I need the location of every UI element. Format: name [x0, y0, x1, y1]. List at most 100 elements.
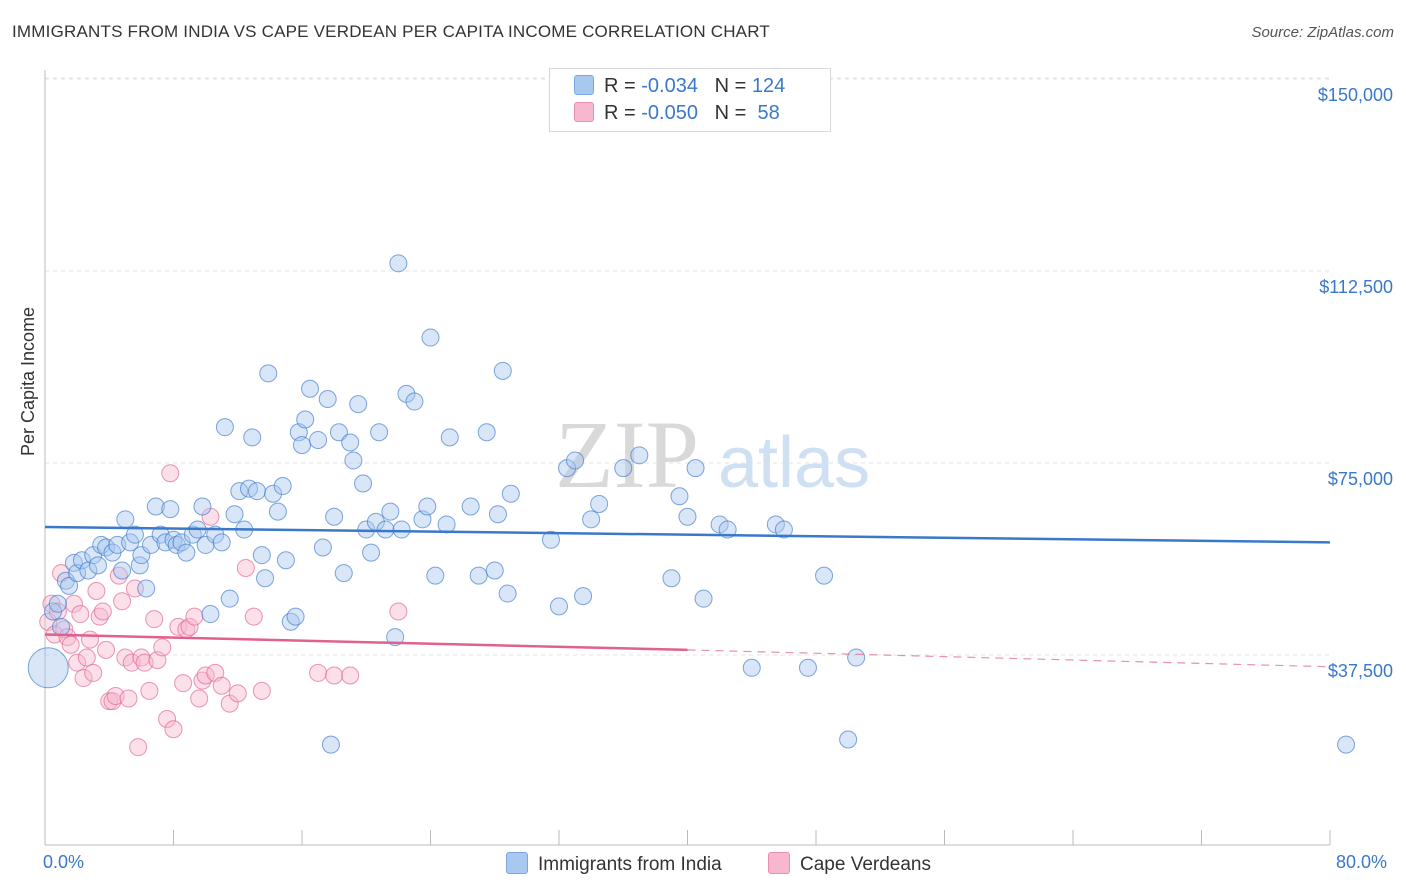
- y-tick-label: $112,500: [1319, 277, 1393, 297]
- cape-point: [80, 630, 99, 649]
- cape-point: [309, 663, 328, 682]
- india-legend-swatch: [506, 852, 528, 874]
- cape-point: [212, 676, 231, 695]
- india-point: [161, 500, 180, 519]
- india-point: [839, 730, 858, 749]
- india-point: [815, 566, 834, 585]
- india-point: [630, 446, 649, 465]
- cape-point: [185, 607, 204, 626]
- x-min-label: 0.0%: [43, 852, 85, 872]
- cape-point: [87, 582, 106, 600]
- legend-row-india: R = -0.034 N = 124: [574, 75, 785, 99]
- india-point: [501, 484, 520, 503]
- y-tick-label: $75,000: [1328, 469, 1393, 489]
- cape-point: [109, 566, 128, 585]
- chart-title: IMMIGRANTS FROM INDIA VS CAPE VERDEAN PE…: [12, 22, 770, 41]
- cape-point: [42, 594, 61, 613]
- india-point: [847, 648, 866, 667]
- cape-point: [190, 689, 209, 708]
- india-point: [686, 459, 705, 478]
- india-point: [276, 551, 295, 570]
- india-point: [381, 502, 400, 521]
- india-point: [493, 361, 512, 380]
- india-point: [1337, 735, 1356, 754]
- india-point: [183, 525, 202, 544]
- cape-swatch: [574, 102, 594, 122]
- cape-legend-label: Cape Verdeans: [800, 854, 931, 875]
- india-r-value: -0.034: [641, 75, 698, 97]
- cape-point: [77, 648, 96, 667]
- india-point: [268, 502, 287, 521]
- india-point: [329, 423, 348, 442]
- source-label: Source: ZipAtlas.com: [1251, 24, 1394, 41]
- india-point: [256, 569, 275, 588]
- india-point: [215, 418, 234, 437]
- cape-verdean-points: [39, 464, 408, 757]
- india-n-label: N =: [714, 75, 752, 97]
- cape-n-label: N =: [714, 102, 752, 124]
- india-point: [469, 566, 488, 585]
- india-point: [225, 505, 244, 524]
- india-point: [60, 576, 79, 595]
- india-point: [550, 597, 568, 616]
- india-point: [206, 525, 225, 544]
- india-point: [321, 735, 340, 754]
- india-point: [177, 543, 196, 562]
- trend-lines: [44, 525, 1331, 668]
- india-point: [440, 428, 459, 447]
- watermark-atlas: atlas: [718, 423, 870, 503]
- india-point: [461, 497, 480, 516]
- india-point: [264, 484, 283, 503]
- india-point: [405, 392, 424, 411]
- india-point: [742, 658, 761, 677]
- india-point: [498, 584, 517, 603]
- india-trend-line: [44, 525, 1331, 544]
- india-point: [286, 607, 305, 626]
- india-point: [48, 594, 67, 613]
- india-point: [389, 254, 408, 273]
- x-max-label: 80.0%: [1336, 852, 1388, 872]
- y-tick-label: $150,000: [1318, 85, 1393, 105]
- india-point: [296, 410, 315, 429]
- india-point: [259, 364, 278, 383]
- cape-point: [93, 602, 112, 621]
- india-point: [281, 612, 300, 631]
- axes: [44, 70, 1331, 846]
- india-point: [566, 451, 585, 470]
- watermark: ZIP atlas: [555, 401, 870, 508]
- india-point: [146, 497, 165, 516]
- india-point: [718, 520, 737, 539]
- cape-point: [97, 640, 116, 659]
- cape-point: [90, 607, 109, 626]
- cape-point: [119, 689, 138, 708]
- cape-point: [140, 681, 159, 700]
- cape-point: [389, 602, 408, 621]
- india-point: [273, 477, 292, 496]
- india-n-value: 124: [751, 75, 786, 97]
- cape-point: [153, 638, 172, 657]
- india-point: [774, 520, 793, 539]
- india-point: [386, 628, 405, 647]
- cape-point: [122, 653, 141, 672]
- cape-point: [61, 635, 80, 654]
- cape-point: [228, 684, 247, 703]
- india-point: [485, 561, 504, 580]
- cape-n-value: 58: [751, 102, 780, 124]
- india-point: [670, 487, 689, 506]
- india-point: [362, 543, 381, 562]
- india-point: [354, 474, 373, 493]
- cape-point: [64, 594, 83, 613]
- y-tick-labels: $37,500 $75,000 $112,500 $150,000: [1318, 85, 1393, 681]
- india-legend-label: Immigrants from India: [538, 854, 722, 875]
- cape-point: [48, 602, 67, 621]
- india-point: [694, 589, 713, 608]
- india-point: [370, 423, 389, 442]
- india-point: [421, 328, 440, 347]
- india-point: [341, 433, 360, 452]
- india-point: [125, 525, 144, 544]
- cape-point: [252, 681, 271, 700]
- cape-r-value: -0.050: [641, 102, 698, 124]
- cape-r-label: R =: [604, 102, 642, 124]
- india-point: [301, 379, 320, 398]
